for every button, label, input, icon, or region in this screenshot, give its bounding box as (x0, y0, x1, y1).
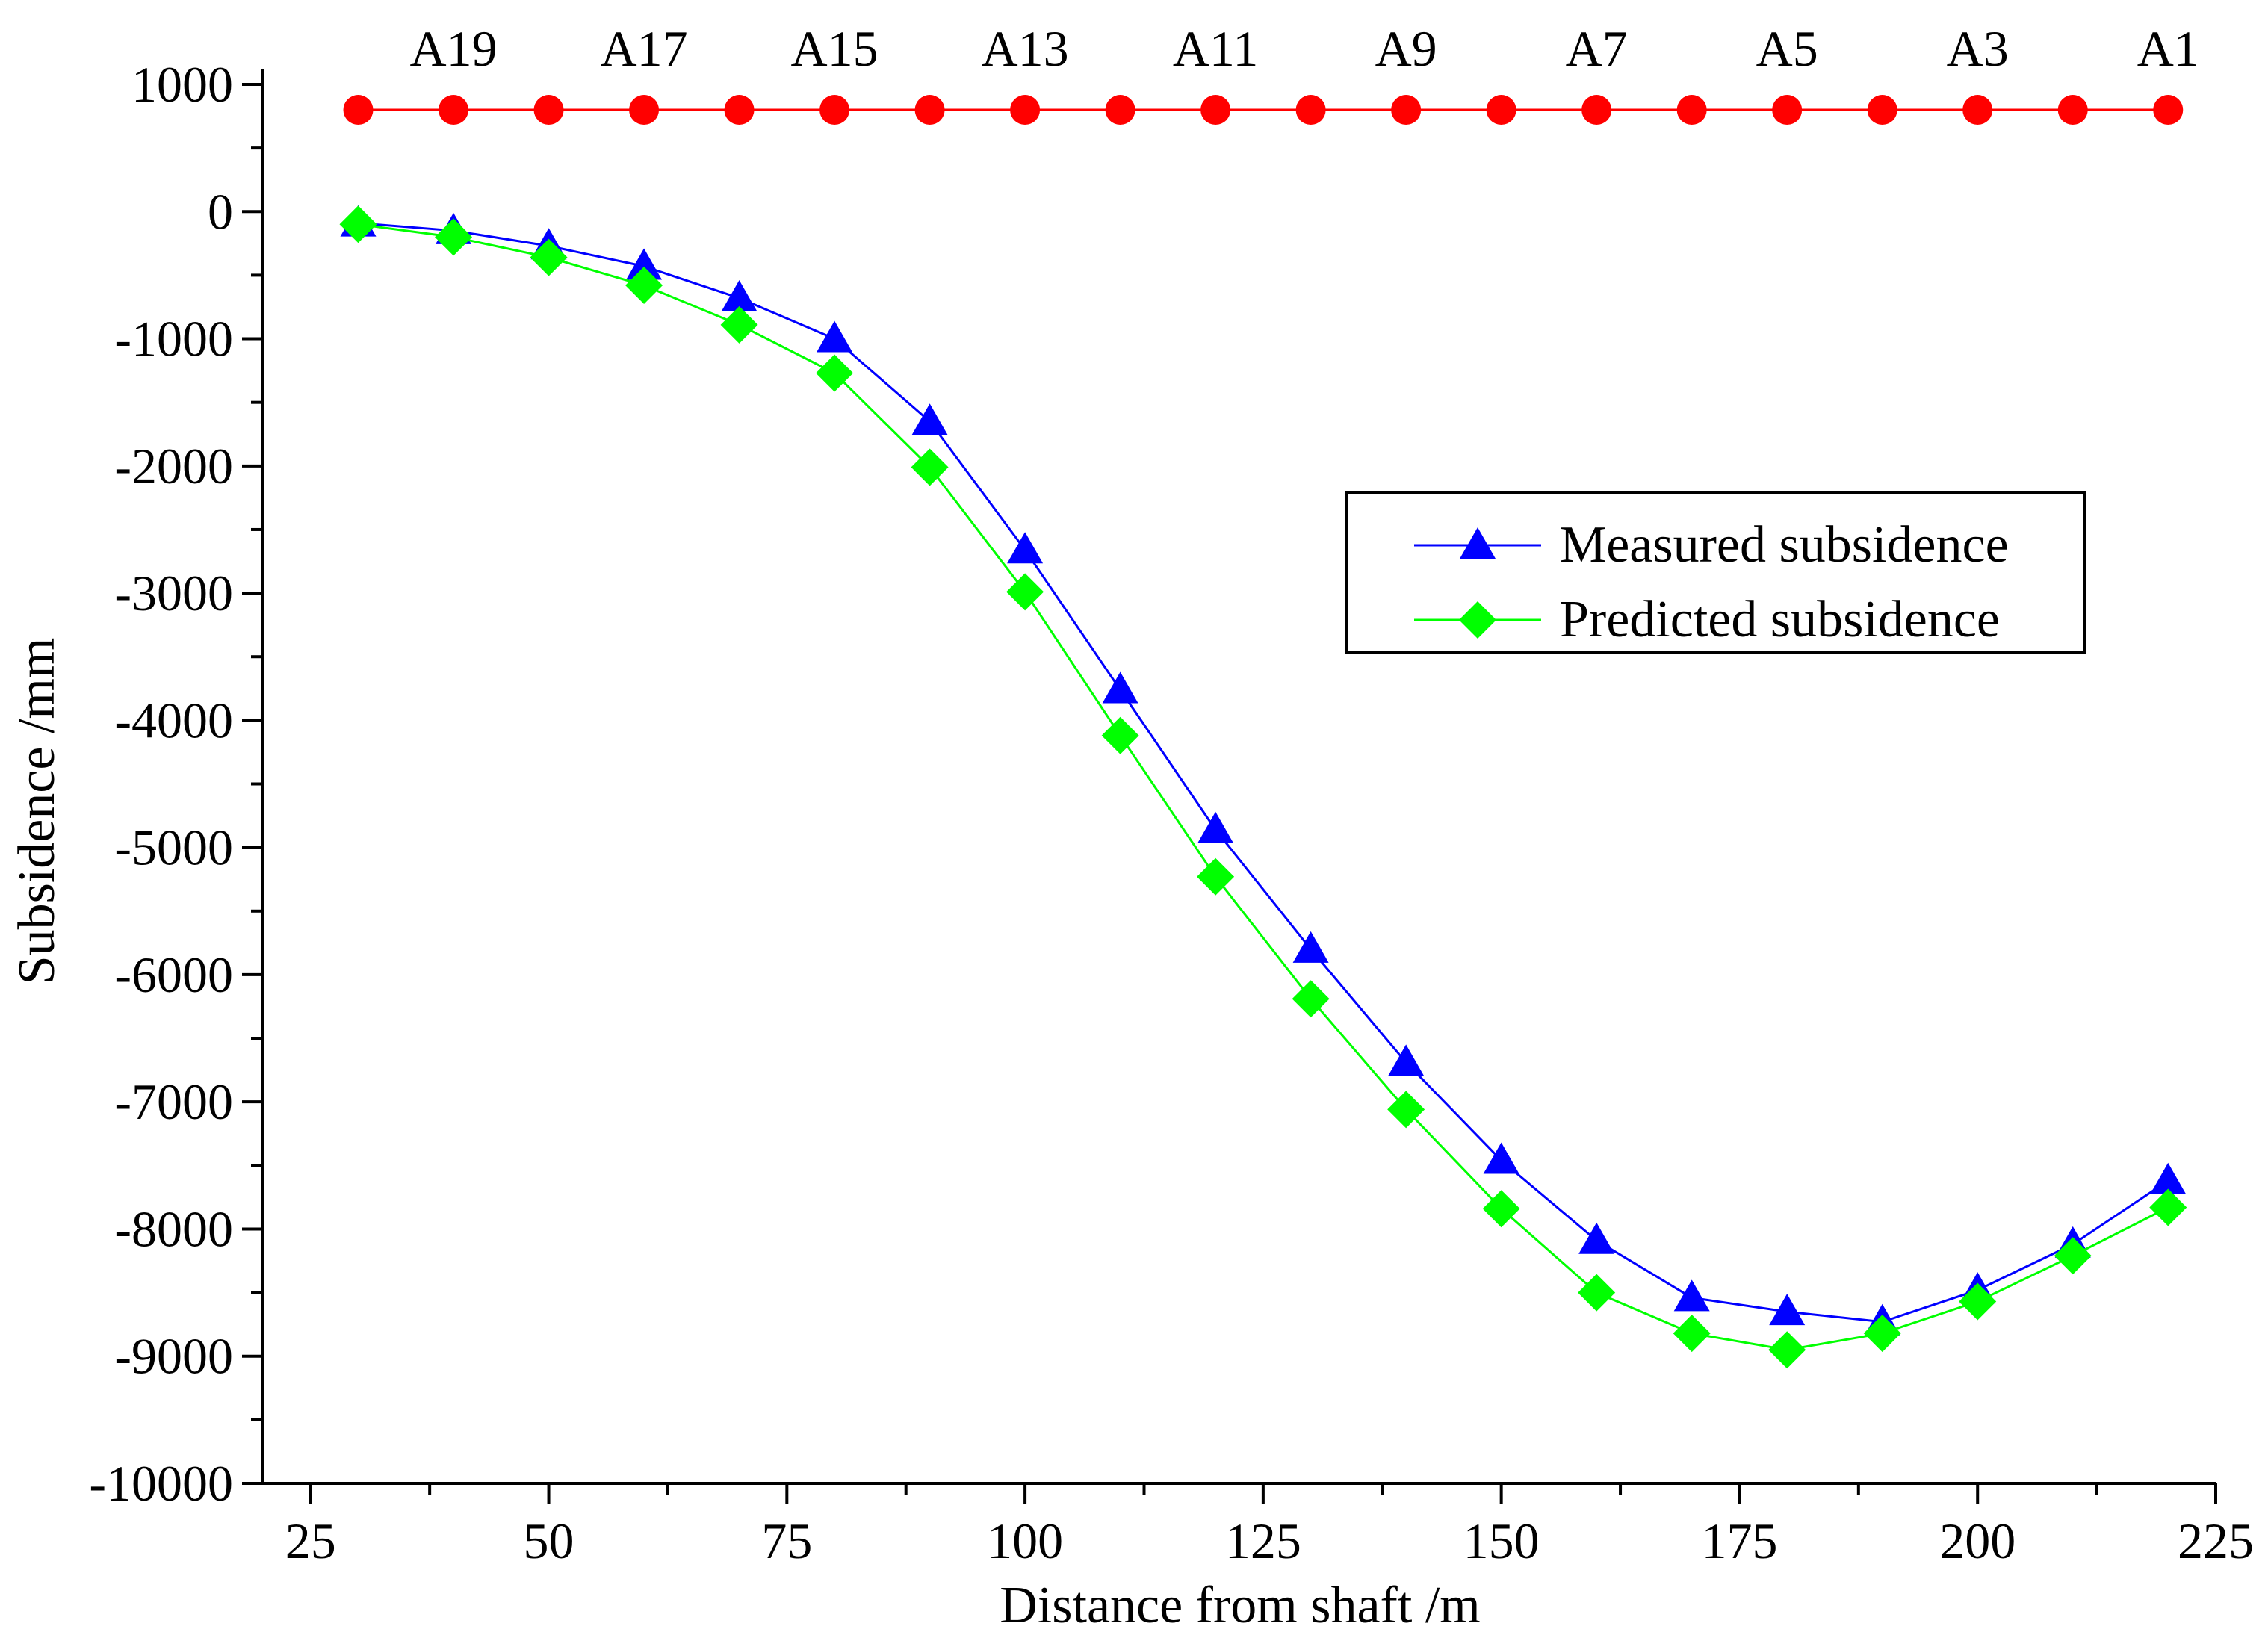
measured-subsidence-point (1197, 811, 1234, 843)
observation-stations-point (1295, 95, 1326, 125)
predicted-subsidence-point (911, 448, 949, 486)
observation-stations-point (1772, 95, 1803, 125)
labels-layer: A19 A17 A15 A13 A11 A9 A7 A5 A3 A1 (409, 20, 2199, 77)
x-tick-label: 175 (1701, 1513, 1777, 1569)
station-label: A1 (2137, 20, 2199, 77)
measured-subsidence-point (1769, 1294, 1806, 1326)
observation-stations-point (1200, 95, 1231, 125)
x-tick-label: 200 (1939, 1513, 2016, 1569)
predicted-subsidence-point (1482, 1190, 1520, 1228)
measured-subsidence-point (2150, 1162, 2187, 1194)
series-layer (339, 95, 2187, 1369)
observation-stations-point (2153, 95, 2184, 125)
observation-stations-point (1486, 95, 1516, 125)
observation-stations-point (1676, 95, 1707, 125)
observation-stations-point (1105, 95, 1135, 125)
measured-subsidence-point (1292, 931, 1329, 963)
y-tick-label: 0 (208, 183, 233, 240)
y-tick-label: -8000 (114, 1200, 233, 1257)
station-label: A7 (1566, 20, 1628, 77)
observation-stations-point (819, 95, 850, 125)
legend-measured-subsidence-label: Measured subsidence (1560, 516, 2009, 574)
predicted-subsidence-point (1959, 1282, 1997, 1321)
y-tick-label: -3000 (114, 565, 233, 621)
x-tick-label: 150 (1463, 1513, 1540, 1569)
predicted-subsidence-point (1768, 1331, 1806, 1369)
y-tick-label: -10000 (89, 1455, 233, 1512)
y-tick-label: 1000 (131, 56, 233, 113)
station-label: A13 (982, 20, 1069, 77)
predicted-subsidence-point (1387, 1091, 1425, 1129)
predicted-subsidence-point (1006, 573, 1044, 611)
predicted-subsidence-point (720, 305, 758, 344)
measured-subsidence-point (911, 403, 948, 435)
observation-stations-point (1867, 95, 1897, 125)
predicted-subsidence-point (1863, 1315, 1901, 1353)
legend: Measured subsidence Predicted subsidence (1345, 491, 2086, 654)
predicted-subsidence-point (530, 238, 568, 276)
station-label: A9 (1375, 20, 1437, 77)
measured-subsidence-point (721, 280, 757, 312)
measured-subsidence-point (1578, 1222, 1615, 1254)
observation-stations-point (629, 95, 660, 125)
x-tick-label: 125 (1225, 1513, 1301, 1569)
predicted-subsidence-point (1673, 1315, 1711, 1353)
observation-stations-point (533, 95, 564, 125)
y-tick-label: -9000 (114, 1328, 233, 1385)
station-label: A11 (1173, 20, 1259, 77)
station-label: A15 (791, 20, 879, 77)
predicted-subsidence-point (625, 267, 663, 305)
measured-subsidence-point (1007, 532, 1044, 564)
station-label: A19 (409, 20, 497, 77)
legend-predicted-subsidence-label: Predicted subsidence (1560, 591, 2000, 648)
y-tick-label: -6000 (114, 946, 233, 1003)
y-tick-label: -2000 (114, 438, 233, 494)
legend-predicted-subsidence-marker (1459, 601, 1496, 639)
x-axis-title: Distance from shaft /m (1000, 1577, 1480, 1634)
observation-stations-point (1391, 95, 1422, 125)
predicted-subsidence-line (358, 223, 2169, 1351)
measured-subsidence-point (817, 320, 853, 353)
station-label: A5 (1756, 20, 1818, 77)
station-label: A3 (1947, 20, 2009, 77)
measured-subsidence-point (1483, 1142, 1519, 1174)
predicted-subsidence-point (1578, 1274, 1616, 1312)
measured-subsidence-line (358, 222, 2169, 1324)
measured-subsidence-point (1102, 671, 1138, 704)
x-tick-label: 75 (761, 1513, 812, 1569)
x-tick-label: 25 (285, 1513, 336, 1569)
y-axis-title: Subsidence /mm (8, 638, 66, 985)
predicted-subsidence-point (2054, 1237, 2092, 1275)
x-tick-label: 225 (2178, 1513, 2254, 1569)
predicted-subsidence-point (1197, 857, 1235, 896)
predicted-subsidence-point (2149, 1188, 2187, 1226)
legend-measured-subsidence-marker (1460, 527, 1496, 559)
measured-subsidence-point (626, 248, 663, 280)
observation-stations-point (1010, 95, 1041, 125)
predicted-subsidence-point (1292, 980, 1330, 1018)
y-tick-label: -7000 (114, 1073, 233, 1130)
predicted-subsidence-point (339, 205, 377, 243)
y-tick-label: -1000 (114, 311, 233, 367)
observation-stations-point (914, 95, 945, 125)
predicted-subsidence-point (816, 354, 854, 392)
y-tick-label: -5000 (114, 819, 233, 876)
observation-stations-point (343, 95, 374, 125)
observation-stations-point (1962, 95, 1993, 125)
predicted-subsidence-point (435, 218, 473, 256)
y-tick-label: -4000 (114, 692, 233, 748)
observation-stations-point (439, 95, 469, 125)
measured-subsidence-point (1388, 1044, 1425, 1076)
x-tick-label: 50 (524, 1513, 574, 1569)
station-label: A17 (600, 20, 687, 77)
observation-stations-point (2057, 95, 2088, 125)
axes: 1000 0 -1000 -2000 -3000 -4000 -5000 -6000 -7000… (89, 56, 2254, 1569)
predicted-subsidence-point (1101, 716, 1139, 754)
measured-subsidence-point (1673, 1279, 1710, 1312)
observation-stations-point (724, 95, 755, 125)
x-tick-label: 100 (987, 1513, 1063, 1569)
observation-stations-point (1581, 95, 1612, 125)
